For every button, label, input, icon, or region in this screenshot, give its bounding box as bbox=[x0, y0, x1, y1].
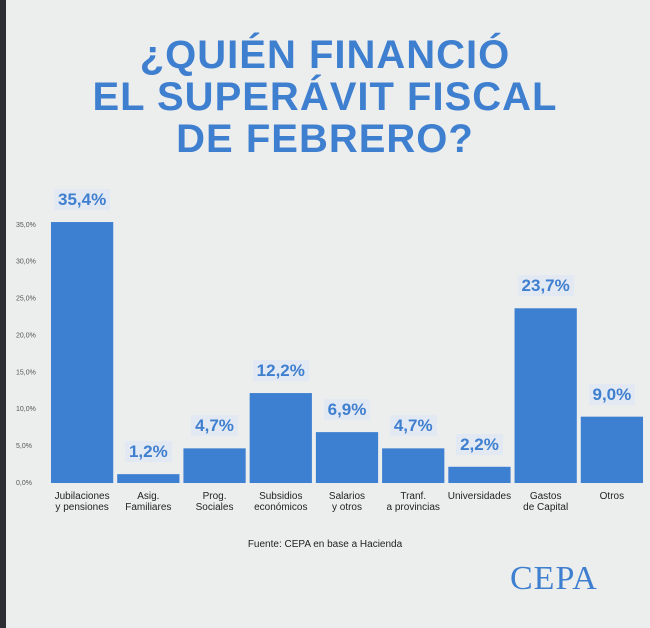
x-tick-label: Otros bbox=[599, 491, 625, 502]
y-tick-label: 15,0% bbox=[16, 369, 36, 376]
bar bbox=[249, 393, 312, 483]
y-tick-label: 30,0% bbox=[16, 259, 36, 266]
value-label: 6,9% bbox=[315, 399, 379, 421]
y-tick-label: 10,0% bbox=[16, 406, 36, 413]
chart-title: ¿QUIÉN FINANCIÓ EL SUPERÁVIT FISCAL DE F… bbox=[0, 34, 650, 160]
value-label-text: 6,9% bbox=[323, 399, 371, 421]
y-tick-label: 5,0% bbox=[16, 443, 32, 450]
value-label: 4,7% bbox=[183, 415, 247, 437]
title-line: DE FEBRERO? bbox=[176, 117, 474, 161]
y-tick-label: 25,0% bbox=[16, 296, 36, 303]
y-tick-label: 35,0% bbox=[16, 222, 36, 229]
value-label-text: 35,4% bbox=[54, 189, 111, 211]
y-tick-label: 20,0% bbox=[16, 332, 36, 339]
x-tick-label: Gastos de Capital bbox=[523, 491, 569, 513]
x-tick-label: Subsidios económicos bbox=[254, 491, 308, 513]
bar bbox=[117, 474, 180, 483]
x-tick-label: Salarios y otros bbox=[328, 491, 366, 513]
bar bbox=[580, 416, 644, 483]
value-label: 2,2% bbox=[447, 433, 511, 455]
value-label-text: 12,2% bbox=[252, 360, 309, 382]
value-label-text: 23,7% bbox=[517, 275, 574, 297]
value-label: 1,2% bbox=[116, 441, 180, 463]
value-label-text: 4,7% bbox=[389, 415, 437, 437]
bar bbox=[514, 308, 577, 483]
edge bbox=[0, 0, 6, 628]
bar bbox=[315, 432, 379, 483]
source: Fuente: CEPA en base a Hacienda bbox=[247, 539, 403, 550]
x-tick-label: Prog. Sociales bbox=[195, 491, 234, 513]
bar bbox=[50, 222, 114, 483]
x-tick-label: Universidades bbox=[447, 491, 512, 502]
value-label: 23,7% bbox=[514, 275, 578, 297]
x-tick-label: Jubilaciones y pensiones bbox=[54, 491, 110, 513]
x-tick-label: Tranf. a provincias bbox=[386, 491, 440, 513]
logo: CEPA bbox=[510, 560, 598, 597]
value-label: 4,7% bbox=[381, 415, 445, 437]
value-label-text: 4,7% bbox=[191, 415, 238, 437]
value-label-text: 2,2% bbox=[456, 433, 503, 455]
value-label: 35,4% bbox=[50, 189, 114, 211]
y-tick-label: 0,0% bbox=[16, 480, 32, 487]
bar bbox=[183, 448, 246, 483]
value-label: 12,2% bbox=[249, 360, 313, 382]
x-tick-label: Asig. Familiares bbox=[125, 491, 172, 513]
bar bbox=[382, 448, 445, 483]
title-line: ¿QUIÉN FINANCIÓ bbox=[139, 33, 511, 77]
value-label-text: 1,2% bbox=[124, 441, 172, 463]
bar bbox=[448, 466, 511, 483]
value-label: 9,0% bbox=[580, 383, 644, 405]
value-label-text: 9,0% bbox=[588, 383, 636, 405]
title-line: EL SUPERÁVIT FISCAL bbox=[92, 75, 558, 119]
